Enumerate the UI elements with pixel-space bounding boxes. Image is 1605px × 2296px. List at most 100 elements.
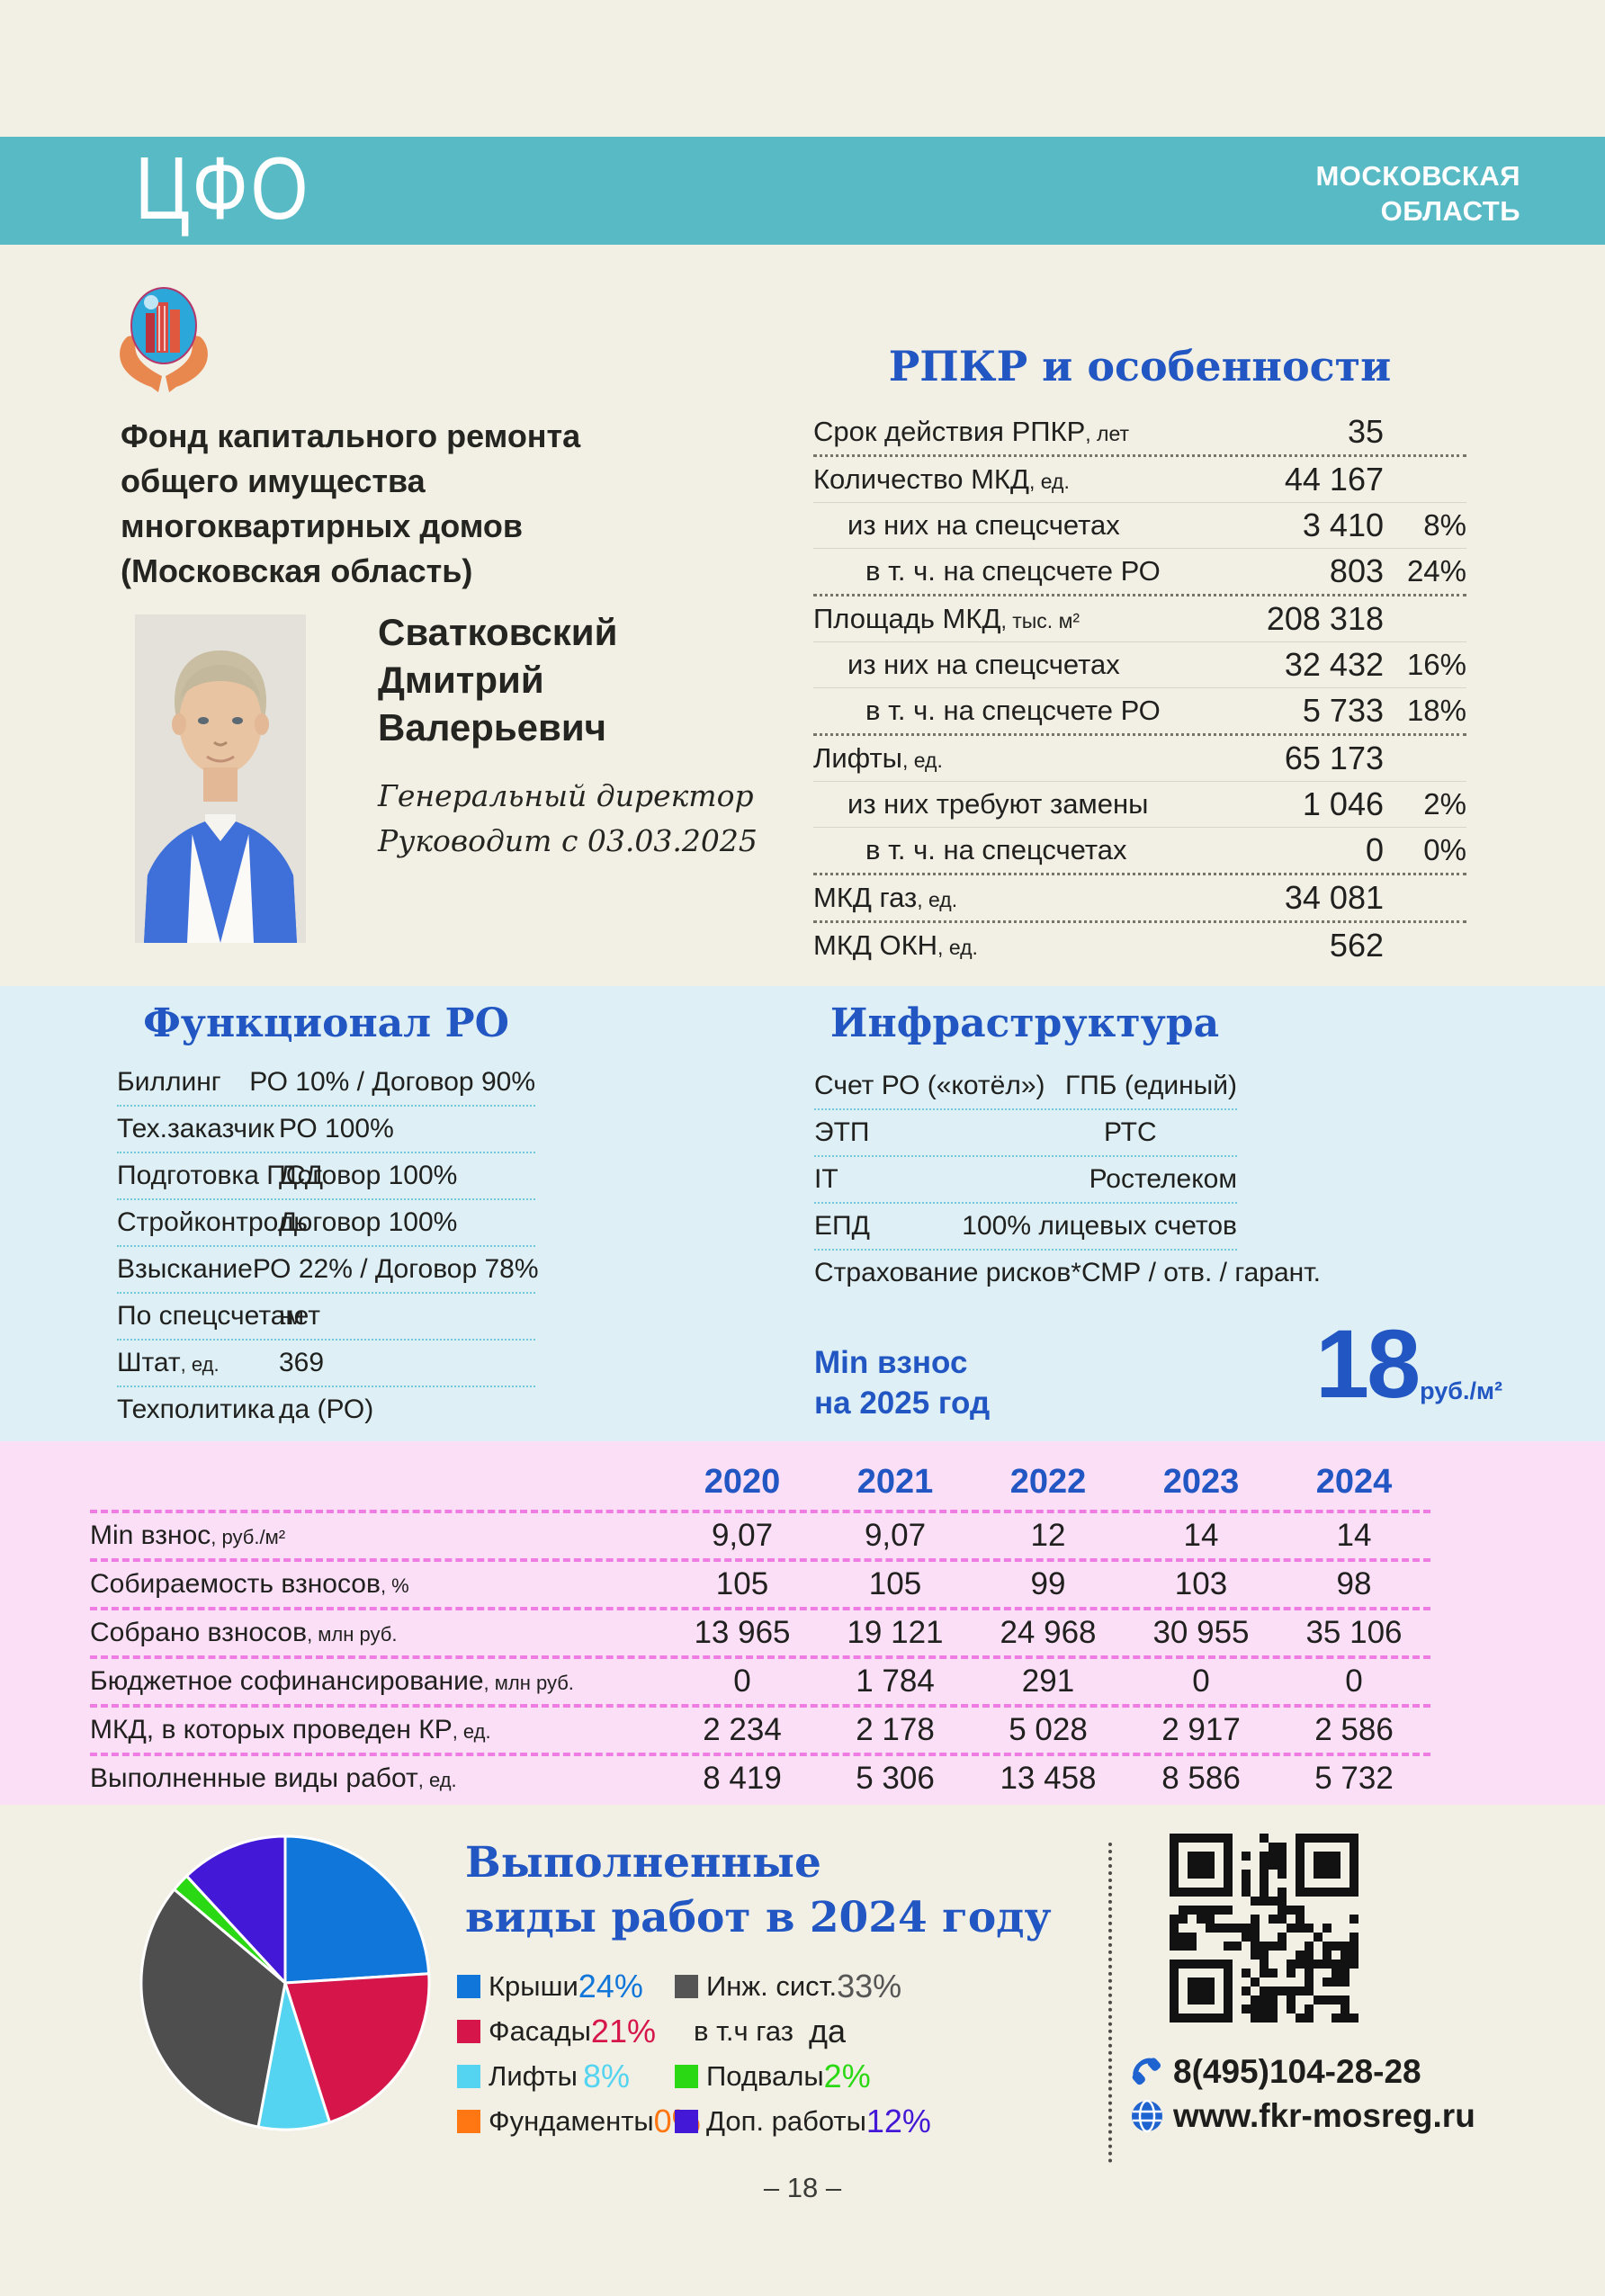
rpkr-row-value: 562 xyxy=(1329,927,1384,964)
years-row-value: 2 917 xyxy=(1161,1712,1241,1747)
legend-item: Крыши 24% xyxy=(457,1964,643,2009)
years-row-value: 291 xyxy=(1021,1664,1075,1699)
years-table-row: Собираемость взносов, % 105 105 99 103 98 xyxy=(90,1562,1430,1610)
years-row-value: 19 121 xyxy=(847,1615,944,1650)
years-table-row: Выполненные виды работ, ед. 8 419 5 306 13 … xyxy=(90,1756,1430,1801)
globe-icon xyxy=(1132,2099,1162,2133)
functional-row: Взыскание РО 22% / Договор 78% xyxy=(117,1247,539,1294)
years-row-value: 8 419 xyxy=(703,1761,782,1796)
infrastructure-row-value: СМР / отв. / гарант. xyxy=(1080,1258,1321,1287)
legend-value: 24% xyxy=(578,1968,643,2005)
infrastructure-row-label: ЭТП xyxy=(814,1117,870,1147)
legend-swatch xyxy=(457,2110,480,2133)
years-row-value: 0 xyxy=(733,1664,751,1699)
years-row-value: 35 106 xyxy=(1305,1615,1403,1650)
director-position-block: Генеральный директор Руководит с 03.03.2… xyxy=(378,774,758,864)
years-row-value: 1 784 xyxy=(856,1664,935,1699)
rpkr-row-value: 34 081 xyxy=(1284,879,1384,916)
director-name: Сватковский Дмитрий Валерьевич xyxy=(378,608,617,751)
rpkr-row-unit: , ед. xyxy=(937,936,978,959)
functional-row: По спецсчетам нет xyxy=(117,1294,535,1341)
rpkr-row-percent: 0% xyxy=(1423,833,1466,866)
director-name-line1: Сватковский xyxy=(378,611,618,653)
rpkr-row-value: 65 173 xyxy=(1284,740,1384,776)
works-title-line1: Выполненные xyxy=(465,1838,821,1888)
functional-section-title: Функционал РО xyxy=(143,1000,509,1046)
rpkr-row-value: 5 733 xyxy=(1302,692,1384,729)
rpkr-row-label: из них на спецсчетах xyxy=(847,509,1120,541)
pie-slice-Доп. работы xyxy=(184,1834,287,1987)
years-row-label: Собираемость взносов, % xyxy=(90,1569,409,1599)
rpkr-row-label: МКД газ, ед. xyxy=(813,882,958,913)
website-url: www.fkr-mosreg.ru xyxy=(1173,2097,1475,2134)
years-table-row: Min взнос, руб./м² 9,07 9,07 12 14 14 xyxy=(90,1513,1430,1562)
rpkr-row-value: 803 xyxy=(1329,552,1384,589)
years-row-value: 103 xyxy=(1174,1566,1228,1601)
rpkr-row-label: в т. ч. на спецсчетах xyxy=(865,834,1127,865)
rpkr-row: Количество МКД, ед. 44 167 xyxy=(813,457,1466,503)
functional-row: Штат, ед. 369 xyxy=(117,1341,535,1387)
rpkr-row: Площадь МКД, тыс. м² 208 318 xyxy=(813,596,1466,642)
min-fee-label-line2: на 2025 год xyxy=(814,1386,991,1421)
infrastructure-row-label: Счет РО («котёл») xyxy=(814,1071,1045,1100)
region-name-line1: МОСКОВСКАЯ xyxy=(1315,160,1520,192)
legend-item: Фундаменты0% xyxy=(457,2099,701,2144)
years-row-value: 5 028 xyxy=(1009,1712,1088,1747)
legend-item: Инж. сист. 33% xyxy=(675,1964,901,2009)
legend-value: 2% xyxy=(823,2058,871,2094)
years-table-header: 2020 2021 2022 2023 2024 xyxy=(90,1454,1430,1513)
legend-swatch xyxy=(675,1975,698,1998)
legend-label: Фасады xyxy=(489,2015,591,2047)
rpkr-row-percent: 24% xyxy=(1406,554,1466,587)
years-row-label: Min взнос, руб./м² xyxy=(90,1520,286,1550)
rpkr-row-unit: , ед. xyxy=(917,888,958,911)
fund-name-line3: многоквартирных домов xyxy=(121,507,523,544)
legend-label: Доп. работы xyxy=(706,2105,866,2137)
functional-row-value: да (РО) xyxy=(279,1395,374,1424)
legend-value: 21% xyxy=(590,2013,656,2049)
years-row-value: 2 586 xyxy=(1314,1712,1394,1747)
rpkr-row-percent: 2% xyxy=(1423,787,1466,821)
min-fee-label: Min взнос на 2025 год xyxy=(814,1342,990,1423)
rpkr-row: МКД газ, ед. 34 081 xyxy=(813,875,1466,923)
functional-row-label: Техполитика xyxy=(117,1395,275,1424)
years-row-value: 30 955 xyxy=(1152,1615,1250,1650)
year-header-cell: 2022 xyxy=(1009,1462,1087,1501)
years-row-value: 2 178 xyxy=(856,1712,935,1747)
legend-label: Крыши xyxy=(489,1970,578,2002)
rpkr-row-unit: , тыс. м² xyxy=(1000,609,1080,632)
years-row-value: 13 458 xyxy=(1000,1761,1097,1796)
year-header-cell: 2021 xyxy=(856,1462,934,1501)
rpkr-row-label: из них требуют замены xyxy=(847,788,1149,820)
pie-slice-Фасады xyxy=(282,1972,431,2124)
infrastructure-table: Счет РО («котёл») ГПБ (единый) ЭТП РТС IT Рос… xyxy=(814,1063,1321,1296)
rpkr-row-value: 1 046 xyxy=(1302,785,1384,822)
rpkr-row: в т. ч. на спецсчетах 0 0% xyxy=(813,828,1466,875)
rpkr-row-value: 0 xyxy=(1365,831,1384,868)
rpkr-row-percent: 16% xyxy=(1406,648,1466,681)
infrastructure-row-value: Ростелеком xyxy=(1089,1164,1237,1194)
legend-value: 33% xyxy=(837,1968,902,2005)
years-row-value: 2 234 xyxy=(703,1712,782,1747)
legend-label: Инж. сист. xyxy=(706,1970,838,2002)
legend-value: да xyxy=(808,2013,846,2049)
rpkr-row: из них требуют замены 1 046 2% xyxy=(813,782,1466,828)
rpkr-row: в т. ч. на спецсчете РО 803 24% xyxy=(813,549,1466,596)
pie-slice-Инж. сист. xyxy=(139,1887,287,2129)
years-row-label: Бюджетное софинансирование, млн руб. xyxy=(90,1666,574,1696)
functional-row-label: Тех.заказчик xyxy=(117,1114,274,1144)
legend-swatch xyxy=(457,1975,480,1998)
legend-item: Лифты 8% xyxy=(457,2054,630,2099)
rpkr-row-label: в т. ч. на спецсчете РО xyxy=(865,695,1161,726)
min-fee-value-block: 18 руб./м² xyxy=(1315,1315,1502,1413)
years-row-unit: , млн руб. xyxy=(483,1672,574,1694)
rpkr-row-label: Площадь МКД, тыс. м² xyxy=(813,603,1080,634)
works-section-title: Выполненные виды работ в 2024 году xyxy=(465,1835,1052,1945)
legend-item: Фасады 21% xyxy=(457,2009,656,2054)
years-row-value: 9,07 xyxy=(864,1518,927,1553)
functional-row-label: По спецсчетам xyxy=(117,1301,305,1331)
infrastructure-row: IT Ростелеком xyxy=(814,1157,1237,1204)
rpkr-row: из них на спецсчетах 3 410 8% xyxy=(813,503,1466,549)
rpkr-row-unit: , лет xyxy=(1085,422,1130,445)
years-row-value: 0 xyxy=(1192,1664,1210,1699)
